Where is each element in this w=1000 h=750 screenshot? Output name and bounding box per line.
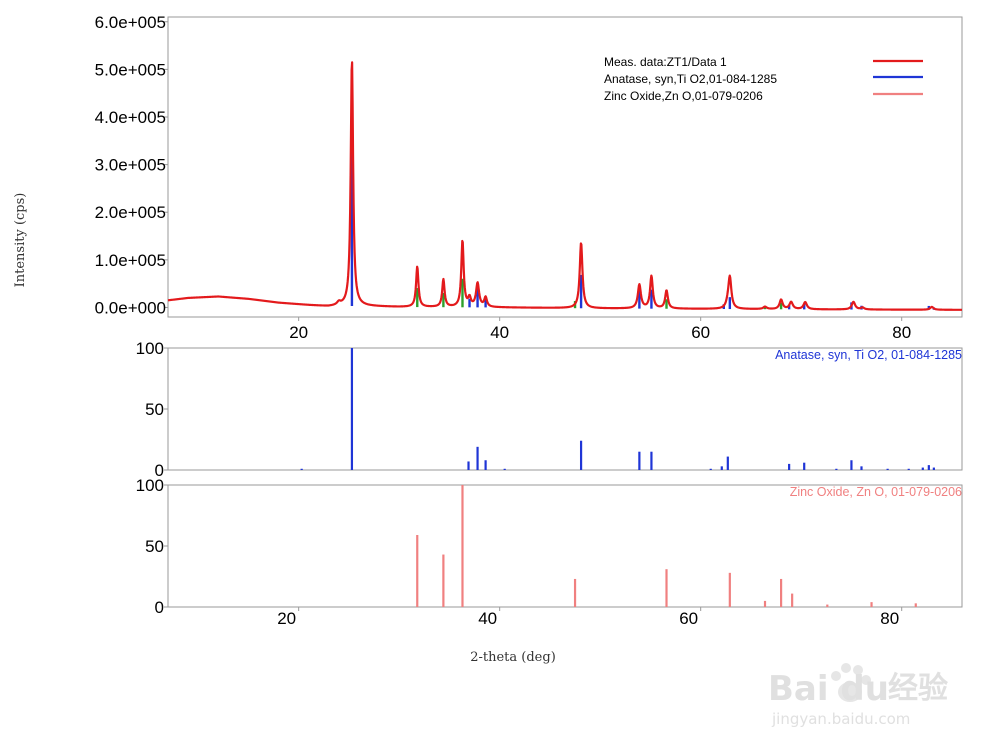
legend-label-zno: Zinc Oxide,Zn O,01-079-0206 [604,89,763,103]
bottom-x-tick-label-0: 20 [277,609,296,628]
measured-data-line [167,61,963,311]
paw-icon [831,663,871,702]
legend-label-anatase: Anatase, syn,Ti O2,01-084-1285 [604,72,777,86]
main-y-tick-label-0: 0.0e+000 [95,298,166,317]
main-x-tick-label-0: 20 [289,323,308,342]
watermark-url: jingyan.baidu.com [771,710,910,728]
zno-y-tick-label-0: 0 [155,598,164,617]
main-x-tick-label-1: 40 [490,323,509,342]
main-x-tick-label-3: 80 [892,323,911,342]
y-axis-title: Intensity (cps) [13,193,28,288]
bottom-x-axis: 20 40 60 80 [277,607,903,628]
x-axis-title: 2-theta (deg) [470,650,556,665]
anatase-panel-label: Anatase, syn, Ti O2, 01-084-1285 [775,348,962,362]
zno-y-tick-label-1: 50 [145,537,164,556]
main-x-axis: 20 40 60 80 [289,317,911,342]
bottom-x-tick-label-2: 60 [679,609,698,628]
anatase-reference-bars [300,348,935,470]
legend-label-measured: Meas. data:ZT1/Data 1 [604,55,727,69]
main-y-axis: 0.0e+000 1.0e+005 2.0e+005 3.0e+005 4.0e+005… [95,13,168,317]
anatase-y-tick-label-1: 50 [145,400,164,419]
zno-y-tick-label-2: 100 [136,476,164,495]
main-y-tick-label-1: 1.0e+005 [95,251,166,270]
main-y-tick-label-5: 5.0e+005 [95,60,166,79]
main-plot-frame [167,16,963,318]
main-y-tick-label-2: 2.0e+005 [95,203,166,222]
phase-marker-layer [350,134,936,310]
anatase-y-tick-label-0: 0 [155,461,164,480]
bottom-x-tick-label-1: 40 [478,609,497,628]
zno-plot-frame [167,484,963,608]
watermark-brand: Bai du [768,669,889,709]
watermark-cn: 经验 [888,671,948,706]
main-x-tick-label-2: 60 [691,323,710,342]
main-y-tick-label-4: 4.0e+005 [95,108,166,127]
anatase-y-axis: 0 50 100 [136,339,168,480]
zno-reference-bars [416,485,917,607]
main-y-tick-label-6: 6.0e+005 [95,13,166,32]
bottom-x-tick-label-3: 80 [880,609,899,628]
baidu-watermark: Bai du 经验 jingyan.baidu.com [768,663,948,728]
zno-panel-label: Zinc Oxide, Zn O, 01-079-0206 [790,485,962,499]
anatase-plot-frame [167,347,963,471]
legend: Meas. data:ZT1/Data 1 Anatase, syn,Ti O2… [604,55,923,103]
anatase-y-tick-label-2: 100 [136,339,164,358]
zno-y-axis: 0 50 100 [136,476,168,617]
main-y-tick-label-3: 3.0e+005 [95,156,166,175]
